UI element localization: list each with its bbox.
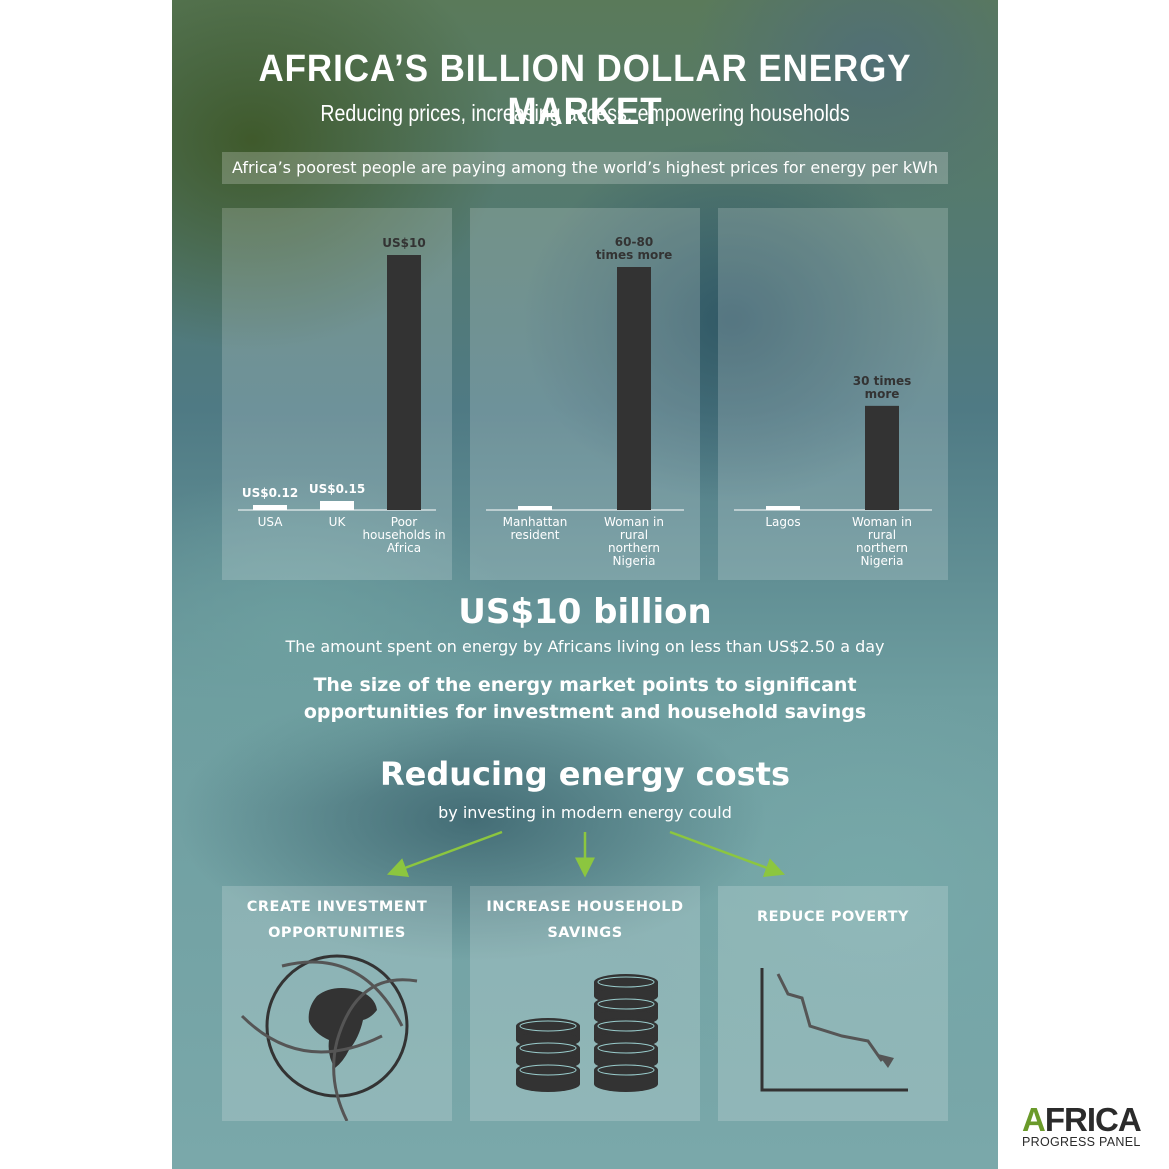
- chart-data-label: US$10: [382, 236, 425, 250]
- chart-category-label: rural: [868, 528, 896, 542]
- page-subtitle: Reducing prices, increasing access, empo…: [320, 100, 850, 126]
- chart-category-label: Woman in: [852, 515, 912, 529]
- chart-data-label: more: [865, 387, 900, 401]
- outcome-card-poverty: REDUCE POVERTY: [718, 886, 948, 1121]
- chart-category-label: northern: [608, 541, 660, 555]
- logo-wordmark: AFRICA: [1022, 1101, 1142, 1138]
- chart-panel-lagos: Lagos 30 times more Woman in rural northern Ni…: [718, 208, 948, 580]
- chart-panel-usa-uk: US$0.12 USA US$0.15 UK US$10 Poor households i…: [222, 208, 452, 580]
- africa-progress-panel-logo: AFRICA PROGRESS PANEL: [1022, 1101, 1146, 1149]
- chart-category-label: Africa: [387, 541, 421, 555]
- chart-category-label: Nigeria: [861, 554, 904, 568]
- chart-category-label: northern: [856, 541, 908, 555]
- chart-bar: [320, 501, 354, 510]
- chart-category-label: Woman in: [604, 515, 664, 529]
- chart-bar: [617, 267, 651, 510]
- coin-icon: [594, 1062, 658, 1092]
- reduce-costs-title: Reducing energy costs: [379, 755, 790, 793]
- chart-category-label: Lagos: [765, 515, 800, 529]
- outcome-label: INCREASE HOUSEHOLD SAVINGS: [486, 899, 684, 941]
- chart-data-label: 30 times: [853, 374, 912, 388]
- chart-data-label: US$0.12: [242, 486, 298, 500]
- arrows-graphic: [386, 830, 786, 878]
- chart-bar: [387, 255, 421, 510]
- arrow-right-icon: [669, 830, 786, 878]
- chart-bar: [865, 405, 899, 510]
- market-emphasis-text: The size of the energy market points to …: [303, 674, 867, 723]
- chart-data-label: 60-80: [615, 235, 653, 249]
- page-title: AFRICA’S BILLION DOLLAR ENERGY MARKET: [258, 48, 912, 133]
- chart-bar: [518, 506, 552, 510]
- chart-category-label: Nigeria: [613, 554, 656, 568]
- chart-category-label: USA: [258, 515, 284, 529]
- coin-icon: [516, 1062, 580, 1092]
- chart-data-label: US$0.15: [309, 482, 365, 496]
- globe-icon: [240, 954, 418, 1121]
- coin-stack-icon: [516, 974, 658, 1092]
- chart-data-label: times more: [596, 248, 673, 262]
- chart-category-label: Poor: [391, 515, 417, 529]
- big-stat-value: US$10 billion: [458, 592, 712, 632]
- outcome-card-savings: INCREASE HOUSEHOLD SAVINGS: [470, 886, 700, 1121]
- outcome-label: CREATE INVESTMENT OPPORTUNITIES: [246, 899, 428, 941]
- chart-category-label: households in: [362, 528, 445, 542]
- logo-subtext: PROGRESS PANEL: [1022, 1135, 1141, 1149]
- arrow-left-icon: [386, 830, 503, 878]
- chart-category-label: rural: [620, 528, 648, 542]
- reduce-costs-subtitle: by investing in modern energy could: [438, 803, 732, 822]
- big-stat-description: The amount spent on energy by Africans l…: [285, 637, 885, 656]
- chart-panel-manhattan: Manhattan resident 60-80 times more Woman in…: [470, 208, 700, 580]
- chart-category-label: Manhattan: [503, 515, 568, 529]
- outcome-card-investment: CREATE INVESTMENT OPPORTUNITIES: [222, 886, 452, 1121]
- chart-bar: [766, 506, 800, 510]
- declining-chart-icon: [760, 968, 908, 1092]
- chart-category-label: UK: [329, 515, 347, 529]
- price-banner: Africa’s poorest people are paying among…: [222, 152, 948, 184]
- chart-bar: [253, 505, 287, 510]
- chart-category-label: resident: [511, 528, 560, 542]
- outcome-label: REDUCE POVERTY: [756, 909, 910, 925]
- infographic-poster: AFRICA’S BILLION DOLLAR ENERGY MARKET Re…: [172, 0, 998, 1169]
